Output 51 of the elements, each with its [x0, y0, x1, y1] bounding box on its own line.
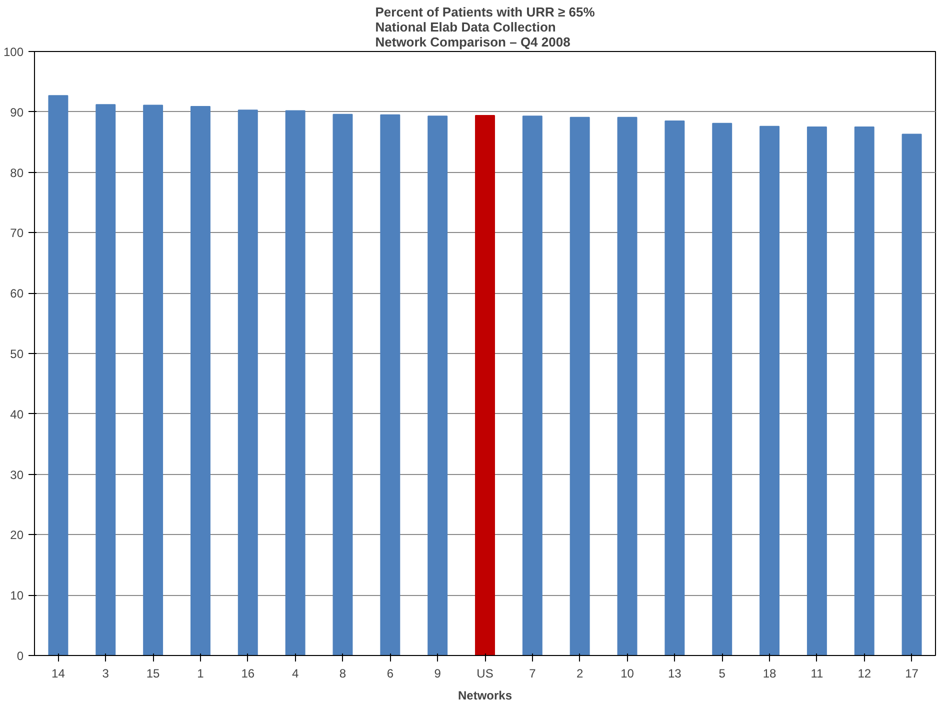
x-tick-label: 6 — [386, 666, 394, 680]
bar — [617, 116, 638, 656]
bar — [428, 116, 448, 656]
y-tick-label: 30 — [10, 468, 24, 482]
bar — [475, 115, 495, 656]
x-tick-label: 3 — [102, 666, 110, 680]
x-tick-label: 14 — [52, 666, 66, 680]
bar — [48, 95, 68, 656]
y-tick-label: 100 — [3, 45, 24, 59]
bar — [522, 116, 542, 656]
x-tick-label: 8 — [339, 666, 346, 680]
y-tick-label: 90 — [10, 105, 24, 120]
bar — [760, 126, 780, 656]
y-tick-label: 20 — [10, 528, 24, 542]
bar — [664, 120, 685, 656]
x-tick-label: 9 — [434, 666, 442, 680]
x-tick-label: 11 — [810, 666, 824, 680]
y-tick-label: 50 — [10, 347, 24, 361]
y-tick-label: 80 — [10, 166, 24, 180]
x-tick-label: 1 — [197, 666, 204, 680]
x-tick-label: 12 — [858, 666, 872, 680]
y-tick-label: 40 — [10, 407, 24, 422]
bar — [96, 104, 116, 656]
bar — [143, 104, 164, 656]
bar — [854, 126, 874, 656]
bar — [238, 110, 258, 656]
x-tick-label: 10 — [620, 666, 634, 680]
bar — [806, 126, 827, 656]
chart-title: Percent of Patients with URR ≥ 65% National Elab Data Collection Network Comparison – Q4 2008 — [375, 4, 596, 50]
y-tick-label: 0 — [16, 649, 24, 663]
bar — [902, 134, 922, 656]
x-tick-label: 15 — [146, 666, 160, 680]
bar — [570, 116, 590, 656]
y-tick-label: 10 — [10, 588, 24, 603]
x-tick-label: 7 — [529, 666, 536, 680]
x-tick-label: 18 — [762, 666, 777, 680]
x-axis-title: Networks — [458, 688, 512, 702]
x-tick-label: 17 — [905, 666, 919, 680]
bar — [190, 106, 210, 656]
x-tick-label: 5 — [718, 666, 726, 680]
bar — [332, 114, 353, 656]
x-tick-label: 16 — [241, 666, 255, 680]
y-tick-label: 60 — [10, 286, 24, 301]
bar — [380, 114, 400, 656]
bar — [285, 110, 306, 656]
x-tick-label: 2 — [576, 666, 584, 680]
x-tick-label: 13 — [668, 666, 682, 680]
bar — [712, 122, 732, 656]
y-tick-label: 70 — [10, 226, 24, 240]
x-tick-label: US — [476, 666, 494, 680]
x-tick-label: 4 — [292, 666, 299, 680]
